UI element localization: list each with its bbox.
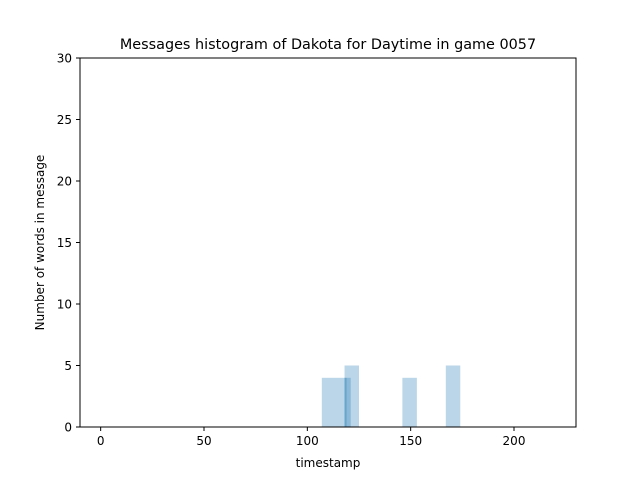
x-axis-ticks: 0 50 100 150 200 [97, 427, 526, 448]
y-tick-label: 10 [57, 298, 72, 312]
x-tick-label: 150 [399, 434, 422, 448]
histogram-bar [344, 365, 359, 427]
histogram-bar [344, 377, 351, 427]
y-tick-label: 25 [57, 113, 72, 127]
x-tick-label: 50 [196, 434, 211, 448]
x-tick-label: 200 [503, 434, 526, 448]
histogram-bar [402, 377, 417, 427]
x-tick-label: 0 [97, 434, 105, 448]
histogram-bar [445, 365, 461, 427]
y-tick-label: 5 [64, 359, 72, 373]
histogram-bar [321, 377, 347, 427]
y-tick-label: 15 [57, 236, 72, 250]
y-tick-label: 0 [64, 421, 72, 435]
y-tick-label: 30 [57, 52, 72, 66]
x-tick-label: 100 [296, 434, 319, 448]
x-axis-label: timestamp [296, 456, 361, 470]
y-axis-label: Number of words in message [33, 155, 47, 331]
bars-layer [321, 365, 461, 427]
y-tick-label: 20 [57, 175, 72, 189]
chart-title: Messages histogram of Dakota for Daytime… [120, 37, 536, 53]
y-axis-ticks: 0 5 10 15 20 25 30 [57, 52, 80, 435]
